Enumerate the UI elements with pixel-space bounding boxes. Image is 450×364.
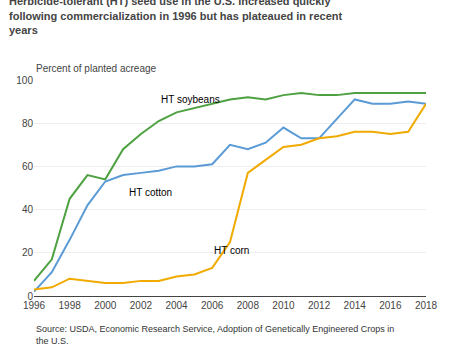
svg-text:2002: 2002 [130, 300, 153, 311]
svg-text:1996: 1996 [23, 300, 46, 311]
svg-text:Percent of planted acreage: Percent of planted acreage [36, 63, 157, 74]
svg-text:Herbicide-tolerant (HT) seed u: Herbicide-tolerant (HT) seed use in the … [9, 0, 342, 36]
svg-text:2006: 2006 [201, 300, 224, 311]
svg-text:2004: 2004 [165, 300, 188, 311]
svg-text:Source: USDA, Economic Researc: Source: USDA, Economic Research Service,… [36, 324, 394, 346]
svg-text:2008: 2008 [237, 300, 260, 311]
svg-text:2018: 2018 [415, 300, 438, 311]
svg-text:100: 100 [16, 75, 33, 86]
svg-text:2000: 2000 [94, 300, 117, 311]
svg-text:HT cotton: HT cotton [129, 187, 172, 198]
svg-text:1998: 1998 [59, 300, 82, 311]
svg-text:HT soybeans: HT soybeans [161, 94, 220, 105]
svg-text:60: 60 [22, 161, 34, 172]
svg-text:0: 0 [27, 291, 33, 302]
svg-text:20: 20 [22, 247, 34, 258]
svg-text:40: 40 [22, 204, 34, 215]
svg-text:2014: 2014 [344, 300, 367, 311]
svg-text:2012: 2012 [308, 300, 331, 311]
svg-text:2016: 2016 [379, 300, 402, 311]
svg-text:2010: 2010 [272, 300, 295, 311]
svg-text:80: 80 [22, 118, 34, 129]
svg-text:HT corn: HT corn [214, 245, 249, 256]
